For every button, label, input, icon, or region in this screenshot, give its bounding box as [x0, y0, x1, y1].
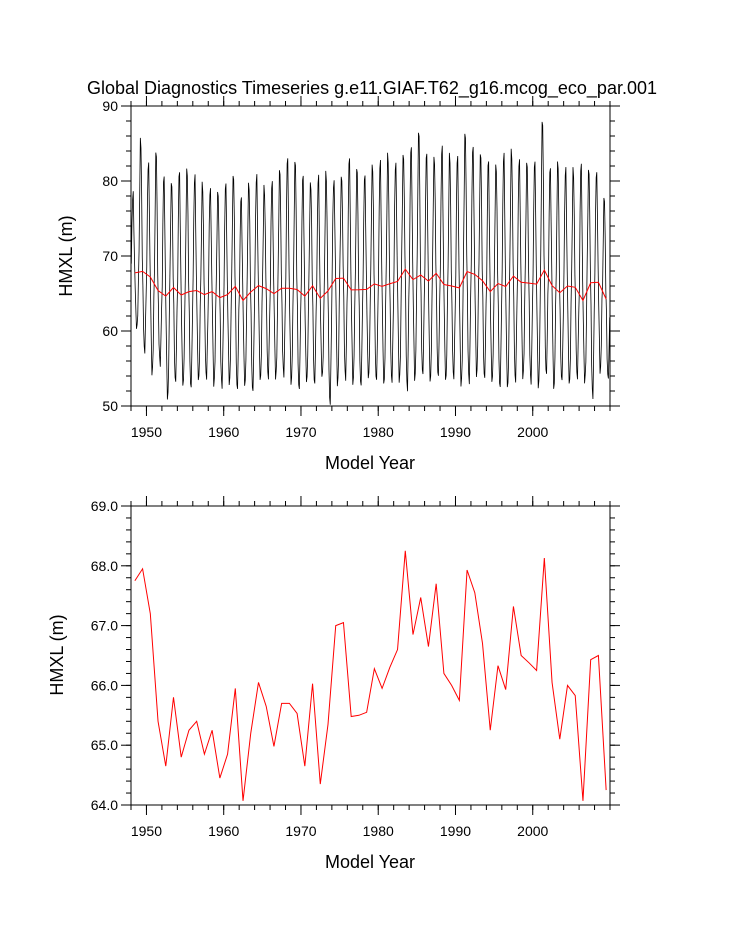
top-x-tick-label: 1990	[440, 424, 471, 440]
bottom-x-tick-label: 1970	[285, 823, 316, 839]
bottom-y-tick-label: 64.0	[91, 797, 118, 813]
top-y-axis-label: HMXL (m)	[56, 215, 76, 296]
top-x-tick-label: 1950	[131, 424, 162, 440]
top-series-annual	[134, 268, 607, 302]
top-x-tick-labels: 1950 1960 1970 1980 1990 2000	[131, 424, 549, 440]
bottom-x-tick-label: 1980	[363, 823, 394, 839]
top-x-axis-label: Model Year	[325, 453, 415, 473]
top-x-tick-label: 2000	[517, 424, 548, 440]
top-x-ticks	[130, 96, 611, 416]
bottom-x-tick-label: 1950	[131, 823, 162, 839]
bottom-panel: 64.0 65.0 66.0 67.0 68.0 69.0 1950 1960 1970 198…	[47, 496, 620, 872]
chart-title: Global Diagnostics Timeseries g.e11.GIAF…	[87, 78, 657, 99]
bottom-x-tick-labels: 1950 1960 1970 1980 1990 2000	[131, 823, 549, 839]
top-x-tick-label: 1970	[285, 424, 316, 440]
bottom-y-tick-label: 68.0	[91, 558, 118, 574]
bottom-x-ticks	[130, 496, 611, 815]
bottom-plot-frame	[130, 505, 611, 806]
bottom-y-tick-label: 69.0	[91, 498, 118, 514]
bottom-x-axis-label: Model Year	[325, 852, 415, 872]
top-plot-frame	[130, 105, 611, 407]
bottom-y-ticks	[121, 505, 620, 806]
bottom-x-tick-label: 2000	[517, 823, 548, 839]
bottom-y-tick-label: 67.0	[91, 618, 118, 634]
bottom-y-tick-labels: 64.0 65.0 66.0 67.0 68.0 69.0	[91, 498, 118, 813]
top-x-tick-label: 1960	[208, 424, 239, 440]
bottom-x-tick-label: 1990	[440, 823, 471, 839]
top-y-tick-label: 80	[102, 173, 118, 189]
top-series-monthly	[130, 121, 611, 405]
top-y-tick-label: 90	[102, 98, 118, 114]
top-y-ticks	[121, 105, 620, 407]
top-panel: 50 60 70 80 90 1950 1960 1970 1980 1990 2000 Mode…	[56, 96, 620, 473]
bottom-series-annual	[134, 550, 607, 801]
top-y-tick-label: 70	[102, 248, 118, 264]
bottom-y-tick-label: 65.0	[91, 737, 118, 753]
top-x-tick-label: 1980	[363, 424, 394, 440]
bottom-y-axis-label: HMXL (m)	[47, 614, 67, 695]
top-y-tick-label: 60	[102, 323, 118, 339]
top-y-tick-labels: 50 60 70 80 90	[102, 98, 118, 414]
bottom-y-tick-label: 66.0	[91, 677, 118, 693]
bottom-x-tick-label: 1960	[208, 823, 239, 839]
top-y-tick-label: 50	[102, 398, 118, 414]
